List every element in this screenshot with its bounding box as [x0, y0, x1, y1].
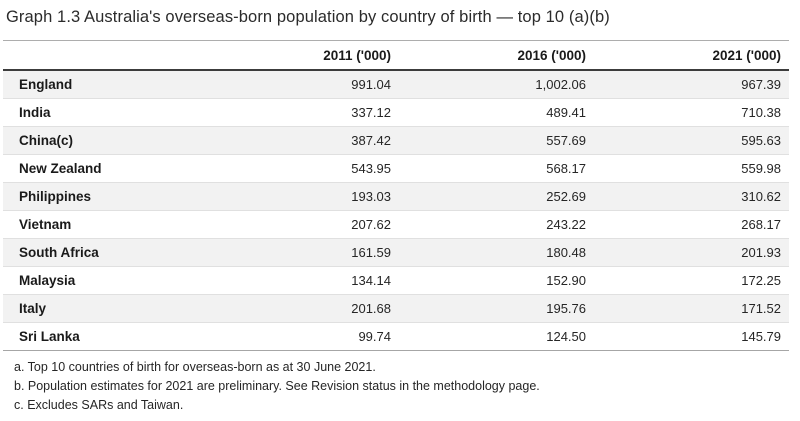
table-row: Malaysia 134.14 152.90 172.25: [3, 266, 789, 295]
row-country-label: England: [19, 77, 73, 92]
cell-2011: 161.59: [351, 245, 391, 260]
row-country-label: Vietnam: [19, 217, 72, 232]
footnote-b: b. Population estimates for 2021 are pre…: [14, 379, 540, 393]
row-country-label: New Zealand: [19, 161, 102, 176]
row-country-label: Italy: [19, 301, 47, 316]
cell-2021: 967.39: [741, 77, 781, 92]
row-country-label: Malaysia: [19, 273, 76, 288]
cell-2016: 1,002.06: [535, 77, 586, 92]
footnote-a: a. Top 10 countries of birth for oversea…: [14, 360, 376, 374]
row-country-label: Sri Lanka: [19, 329, 80, 344]
table-row: South Africa 161.59 180.48 201.93: [3, 238, 789, 267]
cell-2016: 252.69: [546, 189, 586, 204]
cell-2021: 172.25: [741, 273, 781, 288]
table-row: China(c) 387.42 557.69 595.63: [3, 126, 789, 155]
cell-2011: 387.42: [351, 133, 391, 148]
cell-2011: 207.62: [351, 217, 391, 232]
table-row: Philippines 193.03 252.69 310.62: [3, 182, 789, 211]
cell-2011: 99.74: [358, 329, 391, 344]
footnotes: a. Top 10 countries of birth for oversea…: [14, 358, 800, 415]
cell-2011: 337.12: [351, 105, 391, 120]
header-cell-empty: [3, 40, 204, 71]
header-cell-2021: 2021 ('000): [594, 40, 789, 71]
cell-2011: 991.04: [351, 77, 391, 92]
cell-2021: 171.52: [741, 301, 781, 316]
cell-2016: 489.41: [546, 105, 586, 120]
cell-2016: 568.17: [546, 161, 586, 176]
cell-2016: 243.22: [546, 217, 586, 232]
table-row: Italy 201.68 195.76 171.52: [3, 294, 789, 323]
population-table: 2011 ('000) 2016 ('000) 2021 ('000) Engl…: [3, 40, 789, 351]
table-header: 2011 ('000) 2016 ('000) 2021 ('000): [3, 40, 789, 71]
cell-2011: 193.03: [351, 189, 391, 204]
cell-2021: 201.93: [741, 245, 781, 260]
cell-2011: 134.14: [351, 273, 391, 288]
table-row: Sri Lanka 99.74 124.50 145.79: [3, 322, 789, 351]
header-cell-2016: 2016 ('000): [399, 40, 594, 71]
table-row: India 337.12 489.41 710.38: [3, 98, 789, 127]
row-country-label: China(c): [19, 133, 73, 148]
cell-2016: 180.48: [546, 245, 586, 260]
row-country-label: Philippines: [19, 189, 92, 204]
cell-2021: 268.17: [741, 217, 781, 232]
cell-2016: 124.50: [546, 329, 586, 344]
row-country-label: South Africa: [19, 245, 99, 260]
cell-2016: 195.76: [546, 301, 586, 316]
cell-2021: 710.38: [741, 105, 781, 120]
table-row: New Zealand 543.95 568.17 559.98: [3, 154, 789, 183]
cell-2021: 310.62: [741, 189, 781, 204]
row-country-label: India: [19, 105, 51, 120]
cell-2021: 595.63: [741, 133, 781, 148]
footnote-c: c. Excludes SARs and Taiwan.: [14, 398, 184, 412]
cell-2021: 145.79: [741, 329, 781, 344]
cell-2011: 201.68: [351, 301, 391, 316]
table-body: England 991.04 1,002.06 967.39 India 337…: [3, 70, 789, 351]
cell-2016: 152.90: [546, 273, 586, 288]
cell-2021: 559.98: [741, 161, 781, 176]
cell-2016: 557.69: [546, 133, 586, 148]
cell-2011: 543.95: [351, 161, 391, 176]
table-row: England 991.04 1,002.06 967.39: [3, 70, 789, 99]
header-cell-2011: 2011 ('000): [204, 40, 399, 71]
table-row: Vietnam 207.62 243.22 268.17: [3, 210, 789, 239]
page-title: Graph 1.3 Australia's overseas-born popu…: [6, 8, 610, 26]
header-row: 2011 ('000) 2016 ('000) 2021 ('000): [3, 40, 789, 71]
